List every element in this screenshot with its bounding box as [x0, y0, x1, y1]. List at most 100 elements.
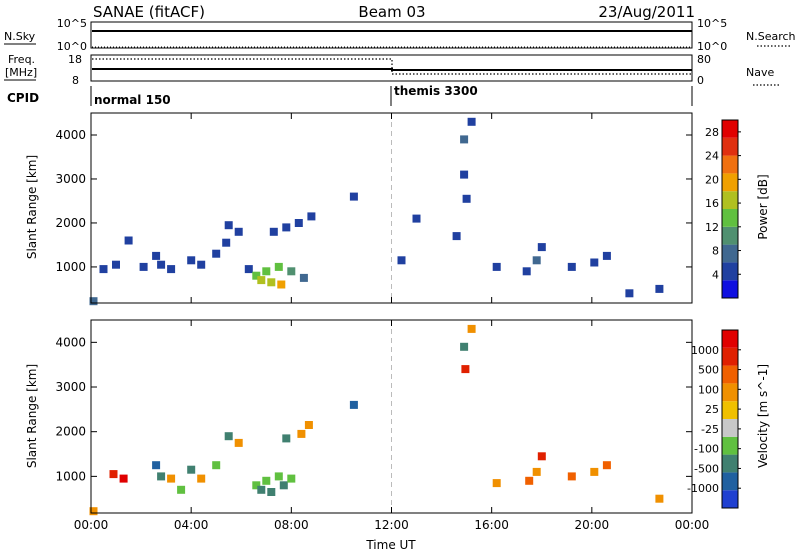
power-echo-27	[349, 192, 358, 201]
velocity-xtick-label-0: 00:00	[74, 518, 109, 532]
nave-trace	[92, 58, 692, 75]
velocity-echo-13	[257, 485, 266, 494]
velocity-colorbar-tick-label-5: -100	[694, 443, 719, 456]
velocity-ytick-label-0: 1000	[55, 469, 86, 483]
velocity-echo-26	[492, 479, 501, 488]
power-echo-38	[537, 243, 546, 252]
velocity-echo-2	[119, 474, 128, 483]
velocity-echo-10	[224, 432, 233, 441]
freq-panel-frame	[90, 54, 693, 82]
power-colorbar-tick-label-4: 20	[705, 173, 719, 186]
power-ytick-label-0: 1000	[55, 260, 86, 274]
nsky-tick-top: 10^5	[57, 17, 87, 30]
power-colorbar-seg-0	[722, 280, 738, 298]
velocity-ytick-label-1: 2000	[55, 425, 86, 439]
power-ytick-label-1: 2000	[55, 216, 86, 230]
power-echo-9	[197, 260, 206, 269]
power-colorbar-seg-1	[722, 262, 738, 281]
velocity-xtick-label-5: 20:00	[575, 518, 610, 532]
velocity-colorbar-tick-label-3: 25	[705, 403, 719, 416]
power-colorbar-seg-9	[722, 120, 738, 138]
velocity-colorbar-tick-label-6: -500	[694, 462, 719, 475]
velocity-colorbar-tick-label-7: -1000	[687, 482, 719, 495]
nave-tick-top: 80	[697, 53, 711, 66]
velocity-xtick-label-6: 00:00	[675, 518, 710, 532]
power-echo-18	[267, 278, 276, 287]
power-echo-36	[522, 267, 531, 276]
nsearch-label: N.Search	[746, 30, 796, 43]
velocity-colorbar-label: Velocity [m s^-1]	[756, 364, 770, 468]
velocity-colorbar-seg-8	[722, 347, 738, 366]
velocity-colorbar-tick-label-4: -25	[701, 423, 719, 436]
velocity-echo-23	[460, 342, 469, 351]
power-echo-20	[274, 262, 283, 271]
velocity-colorbar-seg-9	[722, 330, 738, 348]
velocity-echo-18	[282, 434, 291, 443]
power-echo-33	[462, 194, 471, 203]
power-colorbar-seg-5	[722, 191, 738, 209]
power-echo-16	[257, 276, 266, 285]
x-axis-label: Time UT	[365, 538, 416, 552]
power-colorbar-tick-label-2: 12	[705, 221, 719, 234]
power-colorbar-frame	[721, 119, 739, 299]
velocity-echo-12	[252, 481, 261, 490]
power-colorbar-tick-label-5: 24	[705, 150, 719, 163]
power-echo-10	[212, 249, 221, 258]
power-echo-3	[124, 236, 133, 245]
velocity-colorbar-seg-2	[722, 454, 738, 473]
nsearch-tick-top: 10^5	[697, 17, 727, 30]
power-echo-14	[244, 265, 253, 274]
velocity-echo-17	[279, 481, 288, 490]
power-echo-22	[282, 223, 291, 232]
power-colorbar-seg-3	[722, 226, 738, 245]
power-echo-8	[187, 256, 196, 265]
velocity-colorbar-tick-label-1: 500	[698, 364, 719, 377]
velocity-echo-27	[525, 476, 534, 485]
power-echo-21	[277, 280, 286, 289]
beam-title: Beam 03	[358, 3, 425, 21]
station-title: SANAE (fitACF)	[93, 3, 205, 21]
power-echo-34	[467, 117, 476, 126]
power-echo-2	[112, 260, 120, 269]
power-echo-25	[299, 273, 308, 282]
velocity-echo-30	[567, 472, 576, 481]
power-echo-7	[167, 265, 176, 274]
power-echo-12	[224, 221, 233, 230]
power-echo-32	[460, 170, 469, 179]
velocity-xtick-label-2: 08:00	[274, 518, 309, 532]
power-echo-31	[460, 135, 469, 144]
freq-tick-top: 18	[68, 53, 82, 66]
power-echo-19	[269, 227, 278, 236]
velocity-echo-25	[467, 324, 476, 333]
power-echo-30	[452, 232, 461, 241]
freq-trace	[92, 68, 692, 71]
velocity-colorbar-seg-5	[722, 401, 738, 419]
power-echo-41	[602, 251, 611, 260]
power-colorbar-label: Power [dB]	[756, 174, 770, 239]
velocity-echo-7	[187, 465, 196, 474]
power-ytick-label-3: 4000	[55, 128, 86, 142]
cpid-label: CPID	[7, 91, 39, 105]
power-echo-29	[412, 214, 421, 223]
velocity-colorbar-seg-6	[722, 383, 738, 402]
velocity-echo-32	[602, 461, 611, 470]
velocity-echo-24	[461, 365, 470, 374]
power-echo-17	[262, 267, 271, 276]
power-colorbar-tick-label-6: 28	[705, 126, 719, 139]
velocity-colorbar-tick-label-2: 100	[698, 383, 719, 396]
nsearch-tick-bottom: 10^0	[697, 40, 727, 53]
power-colorbar-tick-label-1: 8	[712, 245, 719, 258]
velocity-colorbar-tick-label-0: 1000	[691, 344, 719, 357]
power-ylabel: Slant Range [km]	[25, 155, 39, 259]
power-colorbar-tick-label-3: 16	[705, 197, 719, 210]
velocity-echo-31	[590, 467, 599, 476]
power-echo-40	[590, 258, 599, 267]
nsky-label: N.Sky	[4, 30, 36, 43]
velocity-colorbar-seg-7	[722, 365, 738, 384]
velocity-colorbar-seg-1	[722, 472, 738, 491]
nave-label: Nave	[746, 66, 774, 79]
velocity-echo-6	[177, 485, 186, 494]
power-echo-1	[99, 265, 108, 274]
velocity-echo-8	[197, 474, 206, 483]
